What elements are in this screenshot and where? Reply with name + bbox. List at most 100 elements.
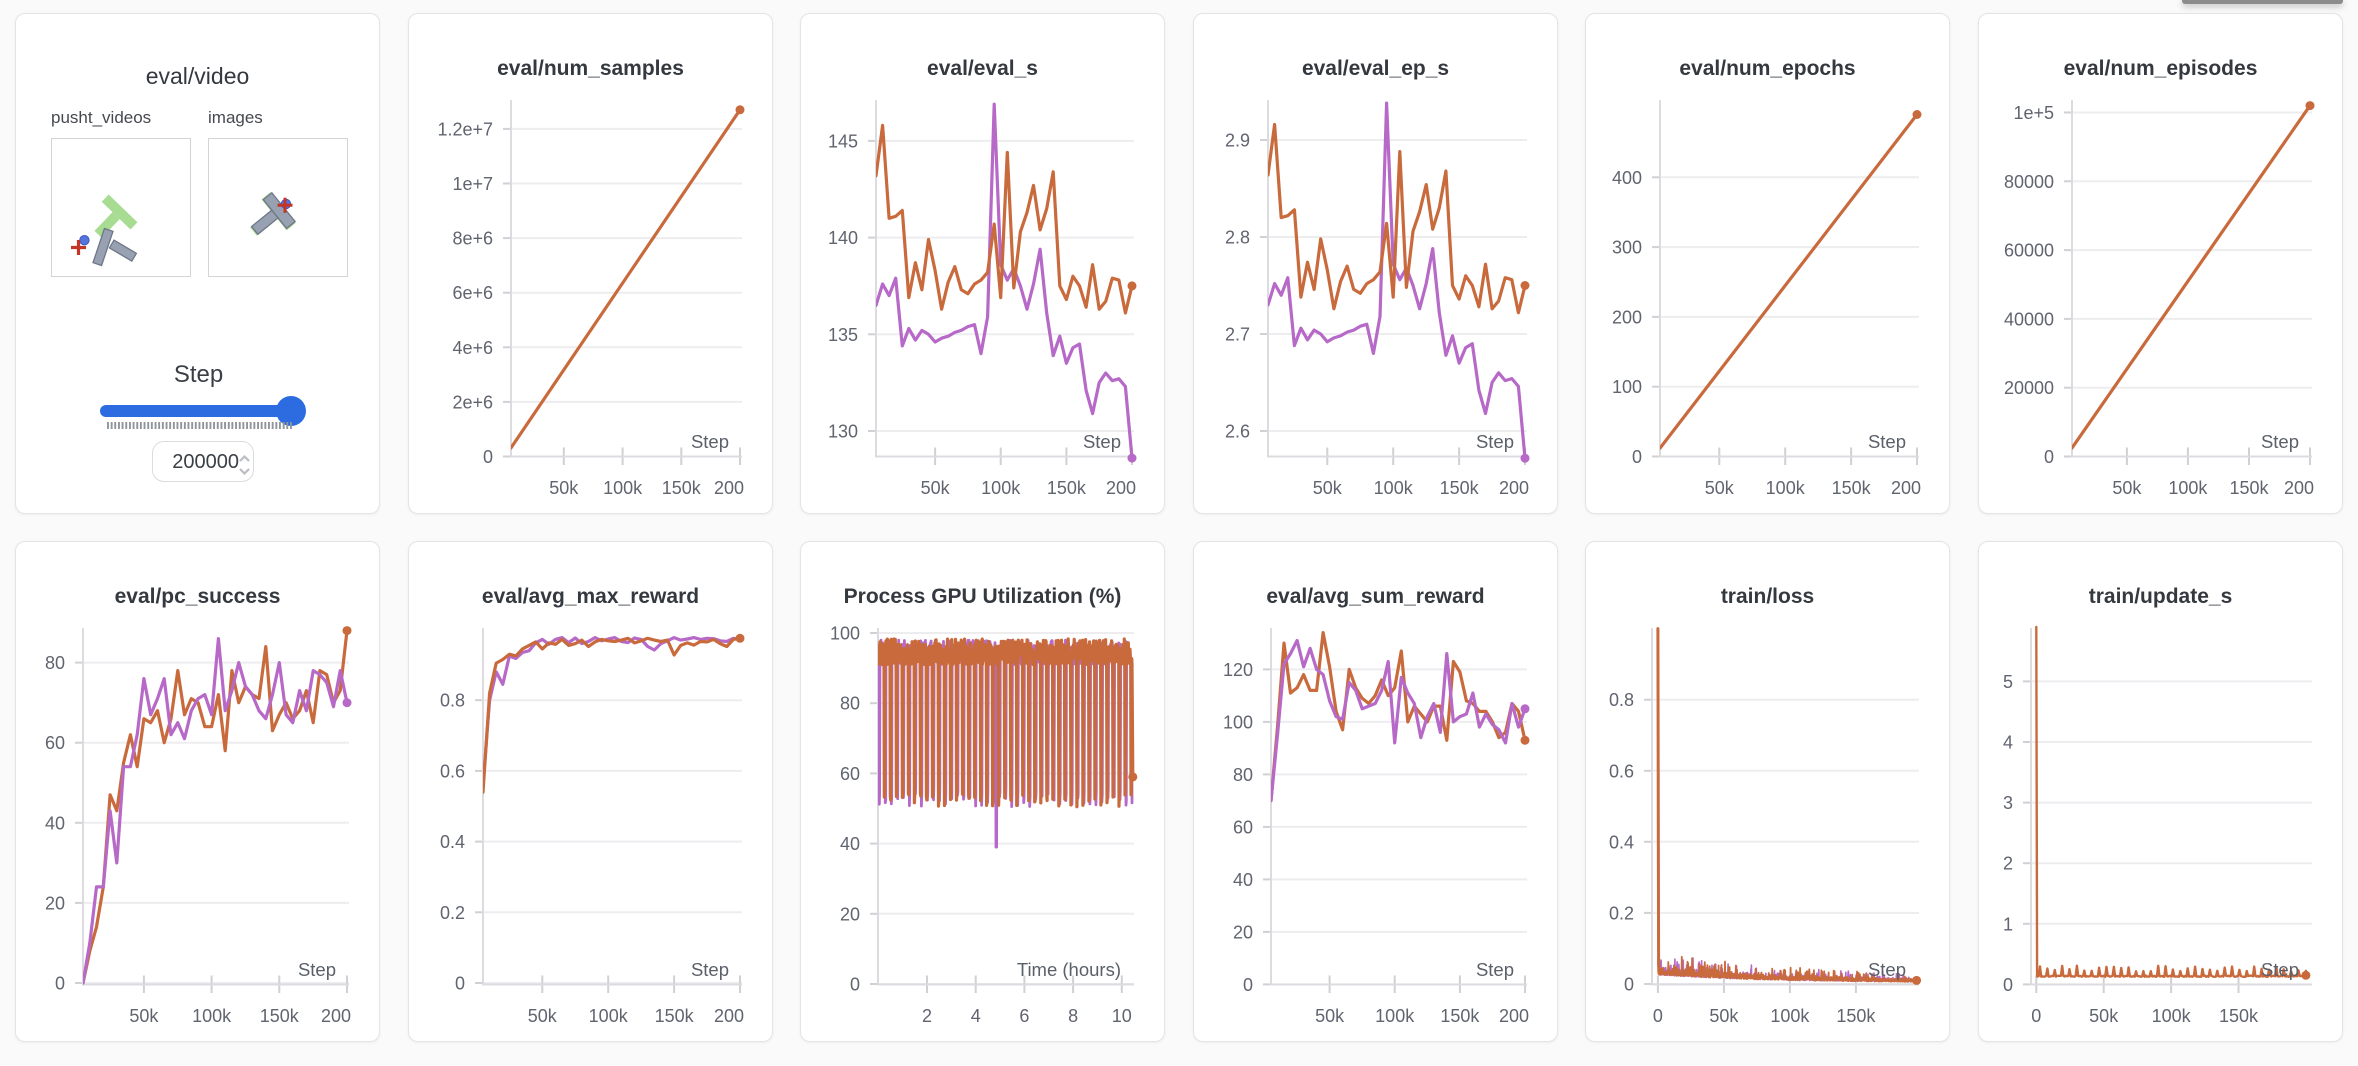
svg-text:150k: 150k <box>1440 478 1480 498</box>
svg-text:0: 0 <box>455 974 465 994</box>
svg-text:80: 80 <box>45 653 65 673</box>
svg-text:10: 10 <box>1112 1006 1132 1026</box>
svg-text:0: 0 <box>1653 1006 1663 1026</box>
svg-text:Step: Step <box>691 959 729 980</box>
svg-text:120: 120 <box>1223 660 1253 680</box>
svg-text:200: 200 <box>1891 478 1921 498</box>
svg-text:2.7: 2.7 <box>1225 325 1250 345</box>
svg-text:40: 40 <box>1233 870 1253 890</box>
svg-text:130: 130 <box>828 422 858 442</box>
svg-text:150k: 150k <box>1047 478 1087 498</box>
svg-text:Step: Step <box>2261 431 2299 452</box>
svg-text:135: 135 <box>828 325 858 345</box>
svg-text:150k: 150k <box>1836 1006 1876 1026</box>
svg-text:150k: 150k <box>1440 1006 1480 1026</box>
svg-text:50k: 50k <box>1315 1006 1345 1026</box>
svg-text:Step: Step <box>1476 959 1514 980</box>
svg-text:40000: 40000 <box>2004 309 2054 329</box>
svg-text:60: 60 <box>1233 817 1253 837</box>
svg-text:100k: 100k <box>981 478 1021 498</box>
svg-text:20000: 20000 <box>2004 378 2054 398</box>
svg-text:0: 0 <box>850 975 860 995</box>
svg-text:100k: 100k <box>192 1006 232 1026</box>
svg-text:Step: Step <box>1083 431 1121 452</box>
svg-text:100: 100 <box>830 624 860 644</box>
svg-text:Step: Step <box>1868 431 1906 452</box>
svg-text:300: 300 <box>1612 238 1642 258</box>
svg-text:2.6: 2.6 <box>1225 422 1250 442</box>
svg-text:150k: 150k <box>1832 478 1872 498</box>
svg-text:0: 0 <box>2044 447 2054 467</box>
svg-text:100k: 100k <box>2152 1006 2192 1026</box>
svg-text:100k: 100k <box>1375 1006 1415 1026</box>
svg-text:50k: 50k <box>921 478 951 498</box>
svg-text:100: 100 <box>1223 712 1253 732</box>
svg-text:20: 20 <box>45 893 65 913</box>
svg-text:0.6: 0.6 <box>440 761 465 781</box>
svg-text:100k: 100k <box>603 478 643 498</box>
svg-text:6e+6: 6e+6 <box>452 283 493 303</box>
svg-text:80: 80 <box>1233 765 1253 785</box>
svg-text:150k: 150k <box>260 1006 300 1026</box>
svg-text:Step: Step <box>1476 431 1514 452</box>
svg-text:4: 4 <box>971 1006 981 1026</box>
svg-text:8: 8 <box>1068 1006 1078 1026</box>
svg-text:2.9: 2.9 <box>1225 131 1250 151</box>
svg-text:100k: 100k <box>1374 478 1414 498</box>
svg-text:200: 200 <box>1499 1006 1529 1026</box>
svg-text:0.6: 0.6 <box>1609 761 1634 781</box>
svg-text:50k: 50k <box>1705 478 1735 498</box>
svg-text:0.2: 0.2 <box>1609 903 1634 923</box>
svg-text:145: 145 <box>828 131 858 151</box>
svg-text:100k: 100k <box>1770 1006 1810 1026</box>
svg-text:150k: 150k <box>655 1006 695 1026</box>
svg-text:200: 200 <box>1499 478 1529 498</box>
svg-text:1e+7: 1e+7 <box>452 174 493 194</box>
svg-text:0: 0 <box>483 447 493 467</box>
svg-text:2e+6: 2e+6 <box>452 392 493 412</box>
svg-text:80000: 80000 <box>2004 172 2054 192</box>
svg-text:60: 60 <box>45 733 65 753</box>
svg-text:2: 2 <box>2003 854 2013 874</box>
svg-text:50k: 50k <box>2112 478 2142 498</box>
svg-text:2.8: 2.8 <box>1225 228 1250 248</box>
svg-text:140: 140 <box>828 228 858 248</box>
svg-text:4e+6: 4e+6 <box>452 338 493 358</box>
svg-text:0: 0 <box>2003 975 2013 995</box>
svg-text:400: 400 <box>1612 168 1642 188</box>
svg-text:200: 200 <box>714 478 744 498</box>
svg-text:100: 100 <box>1612 377 1642 397</box>
svg-text:60: 60 <box>840 764 860 784</box>
svg-text:4: 4 <box>2003 733 2013 753</box>
svg-text:60000: 60000 <box>2004 241 2054 261</box>
svg-text:1: 1 <box>2003 914 2013 934</box>
svg-text:0.8: 0.8 <box>1609 690 1634 710</box>
svg-text:2: 2 <box>922 1006 932 1026</box>
svg-text:150k: 150k <box>2229 478 2269 498</box>
svg-text:0: 0 <box>1632 447 1642 467</box>
svg-text:0: 0 <box>55 974 65 994</box>
svg-text:8e+6: 8e+6 <box>452 229 493 249</box>
svg-text:100k: 100k <box>589 1006 629 1026</box>
svg-text:40: 40 <box>45 813 65 833</box>
svg-text:1.2e+7: 1.2e+7 <box>437 119 493 139</box>
svg-text:50k: 50k <box>549 478 579 498</box>
svg-text:50k: 50k <box>1709 1006 1739 1026</box>
svg-text:0.8: 0.8 <box>440 691 465 711</box>
svg-text:0.2: 0.2 <box>440 903 465 923</box>
svg-text:0: 0 <box>1243 975 1253 995</box>
svg-text:200: 200 <box>2284 478 2314 498</box>
svg-text:Step: Step <box>1868 959 1906 980</box>
svg-text:3: 3 <box>2003 793 2013 813</box>
svg-text:5: 5 <box>2003 672 2013 692</box>
svg-text:1e+5: 1e+5 <box>2013 103 2054 123</box>
svg-text:0: 0 <box>2031 1006 2041 1026</box>
svg-text:Step: Step <box>298 959 336 980</box>
svg-text:Step: Step <box>2261 959 2299 980</box>
svg-text:50k: 50k <box>2089 1006 2119 1026</box>
svg-text:200: 200 <box>1612 307 1642 327</box>
svg-text:0: 0 <box>1624 975 1634 995</box>
svg-text:150k: 150k <box>2219 1006 2259 1026</box>
svg-text:200: 200 <box>321 1006 351 1026</box>
svg-text:80: 80 <box>840 694 860 714</box>
